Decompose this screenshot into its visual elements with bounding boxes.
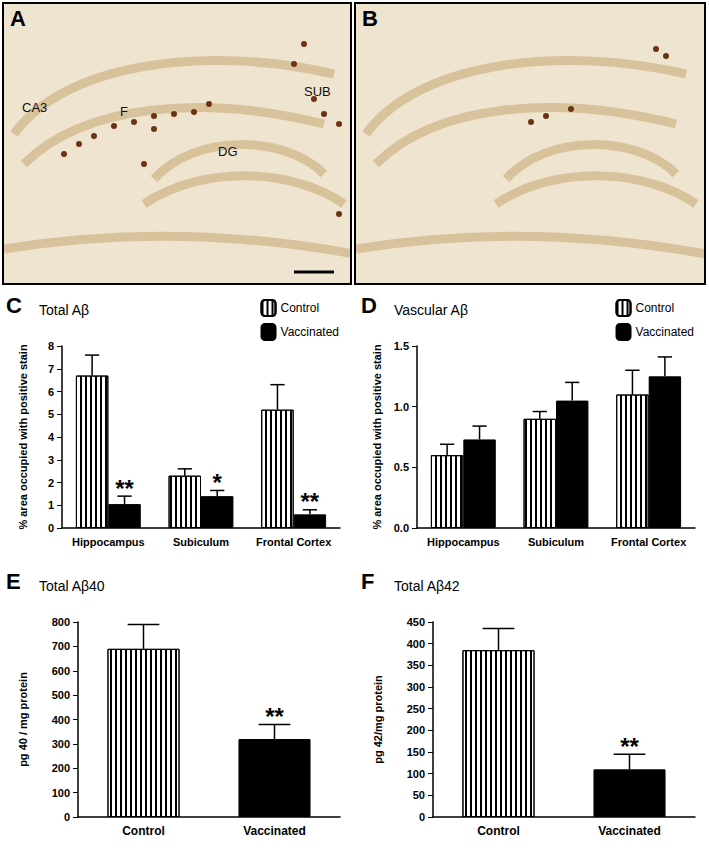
svg-text:5: 5 — [48, 408, 54, 420]
html-text:F: F — [120, 104, 128, 119]
svg-text:0.5: 0.5 — [394, 461, 409, 473]
svg-text:200: 200 — [52, 762, 70, 774]
html-text:SUB: SUB — [304, 84, 331, 99]
svg-text:D: D — [361, 293, 377, 318]
svg-text:Vaccinated: Vaccinated — [243, 824, 306, 838]
svg-text:1.5: 1.5 — [394, 340, 409, 352]
svg-text:200: 200 — [407, 724, 425, 736]
svg-text:4: 4 — [48, 431, 55, 443]
svg-text:7: 7 — [48, 363, 54, 375]
svg-text:pg 40 / mg protein: pg 40 / mg protein — [17, 672, 29, 767]
svg-text:3: 3 — [48, 454, 54, 466]
svg-text:250: 250 — [407, 703, 425, 715]
svg-text:350: 350 — [407, 659, 425, 671]
svg-text:0: 0 — [419, 811, 425, 823]
svg-text:6: 6 — [48, 386, 54, 398]
svg-text:0: 0 — [64, 811, 70, 823]
svg-text:**: ** — [620, 733, 639, 760]
svg-text:% area occupied with positive: % area occupied with positive stain — [371, 344, 383, 529]
svg-text:Frontal Cortex: Frontal Cortex — [256, 536, 332, 548]
svg-text:**: ** — [301, 488, 320, 515]
svg-text:**: ** — [115, 475, 134, 502]
svg-text:Control: Control — [281, 301, 320, 315]
svg-text:Control: Control — [122, 824, 165, 838]
svg-text:% area occupied with positive: % area occupied with positive stain — [17, 344, 29, 529]
html-text:B: B — [362, 6, 378, 31]
svg-text:F: F — [361, 569, 374, 594]
svg-text:100: 100 — [407, 768, 425, 780]
svg-text:Subiculum: Subiculum — [528, 536, 584, 548]
svg-text:8: 8 — [48, 340, 54, 352]
svg-text:Total Aβ40: Total Aβ40 — [39, 578, 105, 594]
svg-text:0: 0 — [48, 522, 54, 534]
svg-text:Vascular Aβ: Vascular Aβ — [394, 302, 468, 318]
svg-text:1.0: 1.0 — [394, 401, 409, 413]
svg-text:2: 2 — [48, 477, 54, 489]
svg-text:Vaccinated: Vaccinated — [598, 824, 661, 838]
svg-text:800: 800 — [52, 616, 70, 628]
svg-text:500: 500 — [52, 689, 70, 701]
svg-text:50: 50 — [413, 789, 425, 801]
svg-text:0.0: 0.0 — [394, 522, 409, 534]
svg-text:Total Aβ42: Total Aβ42 — [394, 578, 460, 594]
svg-text:400: 400 — [407, 638, 425, 650]
svg-text:100: 100 — [52, 787, 70, 799]
svg-text:Vaccinated: Vaccinated — [636, 325, 694, 339]
svg-text:300: 300 — [407, 681, 425, 693]
html-text:A: A — [10, 6, 26, 31]
svg-text:Hippocampus: Hippocampus — [72, 536, 145, 548]
svg-text:600: 600 — [52, 665, 70, 677]
svg-text:C: C — [6, 293, 22, 318]
svg-text:300: 300 — [52, 738, 70, 750]
svg-text:Control: Control — [477, 824, 520, 838]
svg-text:Hippocampus: Hippocampus — [427, 536, 500, 548]
svg-text:450: 450 — [407, 616, 425, 628]
svg-text:*: * — [213, 469, 223, 496]
html-text:CA3: CA3 — [22, 100, 48, 115]
svg-text:150: 150 — [407, 746, 425, 758]
svg-text:Vaccinated: Vaccinated — [281, 325, 339, 339]
svg-text:Total Aβ: Total Aβ — [39, 302, 89, 318]
svg-text:Frontal Cortex: Frontal Cortex — [611, 536, 687, 548]
svg-text:1: 1 — [48, 499, 54, 511]
svg-text:700: 700 — [52, 640, 70, 652]
svg-text:E: E — [6, 569, 21, 594]
svg-text:400: 400 — [52, 714, 70, 726]
svg-text:Control: Control — [636, 301, 675, 315]
svg-text:pg 42/mg protein: pg 42/mg protein — [372, 675, 384, 764]
svg-text:**: ** — [265, 703, 284, 730]
svg-text:Subiculum: Subiculum — [173, 536, 229, 548]
html-text:DG: DG — [218, 144, 238, 159]
